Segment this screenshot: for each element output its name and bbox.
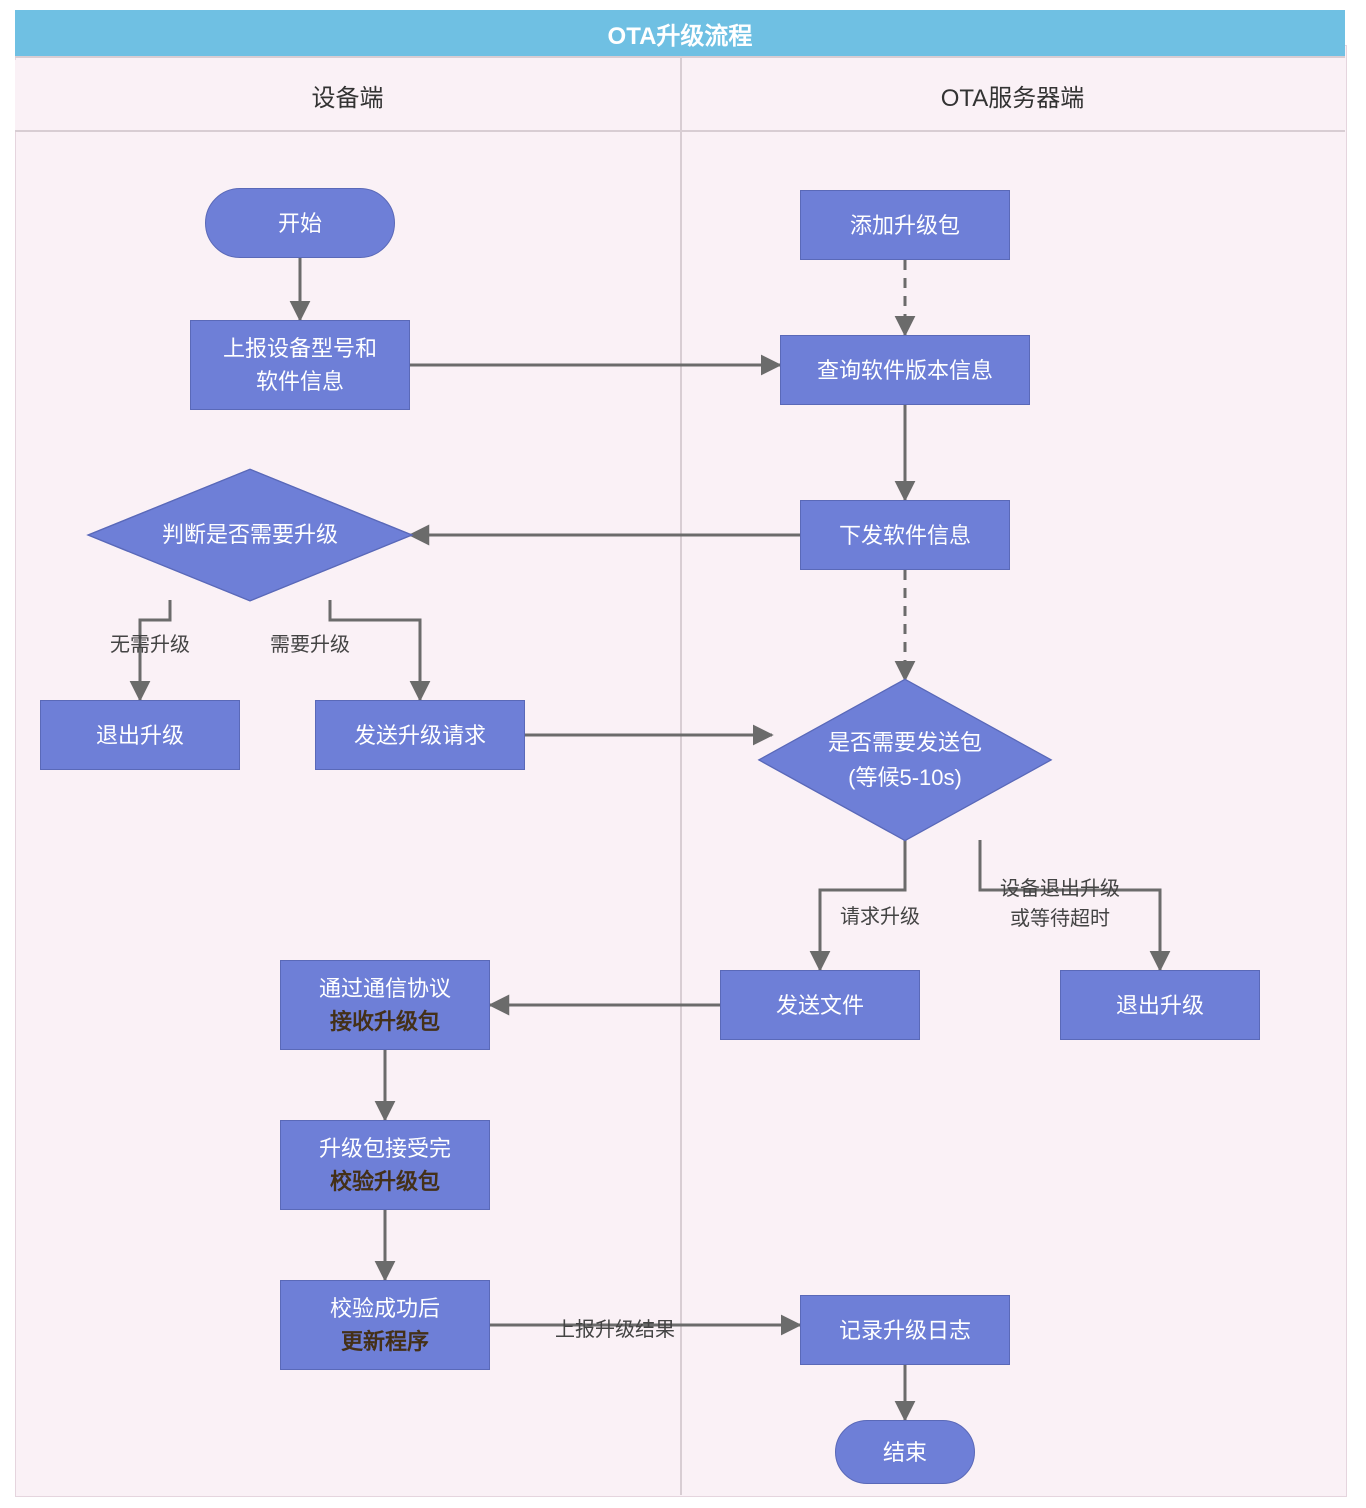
- edge-label-report_result: 上报升级结果: [555, 1313, 675, 1342]
- node-recv_pkg: 通过通信协议接收升级包: [280, 960, 490, 1050]
- title-bar: OTA升级流程: [15, 10, 1345, 56]
- edge-label-exit_or_timeout_1: 设备退出升级: [1000, 872, 1120, 901]
- node-log-label: 记录升级日志: [839, 1314, 971, 1347]
- node-recv_pkg-line1: 通过通信协议: [319, 972, 451, 1005]
- node-add_pkg: 添加升级包: [800, 190, 1010, 260]
- node-send_info-label: 下发软件信息: [839, 519, 971, 552]
- node-send_file-label: 发送文件: [776, 989, 864, 1022]
- page-title: OTA升级流程: [608, 16, 753, 51]
- node-report-line1: 上报设备型号和: [223, 332, 377, 365]
- node-verify_pkg: 升级包接受完校验升级包: [280, 1120, 490, 1210]
- node-query_ver: 查询软件版本信息: [780, 335, 1030, 405]
- flowchart-canvas: OTA升级流程 设备端 OTA服务器端 开始上报设备型号和软件信息判断是否需要升…: [0, 0, 1366, 1508]
- node-update_prog-line2: 更新程序: [341, 1325, 429, 1358]
- divider: [680, 56, 682, 1495]
- node-send_info: 下发软件信息: [800, 500, 1010, 570]
- node-log: 记录升级日志: [800, 1295, 1010, 1365]
- node-decide_upgrade-label: 判断是否需要升级: [162, 517, 338, 552]
- node-update_prog-line1: 校验成功后: [330, 1292, 440, 1325]
- node-decide_upgrade: 判断是否需要升级: [90, 470, 410, 600]
- edge-label-exit_or_timeout_2: 或等待超时: [1010, 902, 1110, 931]
- node-add_pkg-label: 添加升级包: [850, 209, 960, 242]
- node-verify_pkg-line2: 校验升级包: [330, 1165, 440, 1198]
- node-send_file: 发送文件: [720, 970, 920, 1040]
- edge-label-request_upgrade: 请求升级: [840, 900, 920, 929]
- node-need_send: 是否需要发送包(等候5-10s): [760, 680, 1050, 840]
- column-header-left: 设备端: [15, 60, 680, 130]
- node-update_prog: 校验成功后更新程序: [280, 1280, 490, 1370]
- node-end: 结束: [835, 1420, 975, 1484]
- column-header-left-label: 设备端: [312, 78, 384, 113]
- node-exit_upgrade_right-label: 退出升级: [1116, 989, 1204, 1022]
- column-header-right: OTA服务器端: [680, 60, 1345, 130]
- node-exit_upgrade_right: 退出升级: [1060, 970, 1260, 1040]
- node-recv_pkg-line2: 接收升级包: [330, 1005, 440, 1038]
- node-start: 开始: [205, 188, 395, 258]
- node-query_ver-label: 查询软件版本信息: [817, 354, 993, 387]
- node-start-label: 开始: [278, 207, 322, 240]
- node-verify_pkg-line1: 升级包接受完: [319, 1132, 451, 1165]
- column-header-right-label: OTA服务器端: [941, 78, 1085, 113]
- node-send_request-label: 发送升级请求: [354, 719, 486, 752]
- edge-label-need_upgrade: 需要升级: [270, 628, 350, 657]
- node-need_send-line1: 是否需要发送包: [828, 725, 982, 760]
- edge-label-no_upgrade: 无需升级: [110, 628, 190, 657]
- node-exit_upgrade_left: 退出升级: [40, 700, 240, 770]
- node-send_request: 发送升级请求: [315, 700, 525, 770]
- node-end-label: 结束: [883, 1436, 927, 1469]
- node-report-line2: 软件信息: [256, 365, 344, 398]
- node-exit_upgrade_left-label: 退出升级: [96, 719, 184, 752]
- node-report: 上报设备型号和软件信息: [190, 320, 410, 410]
- node-need_send-line2: (等候5-10s): [848, 760, 962, 795]
